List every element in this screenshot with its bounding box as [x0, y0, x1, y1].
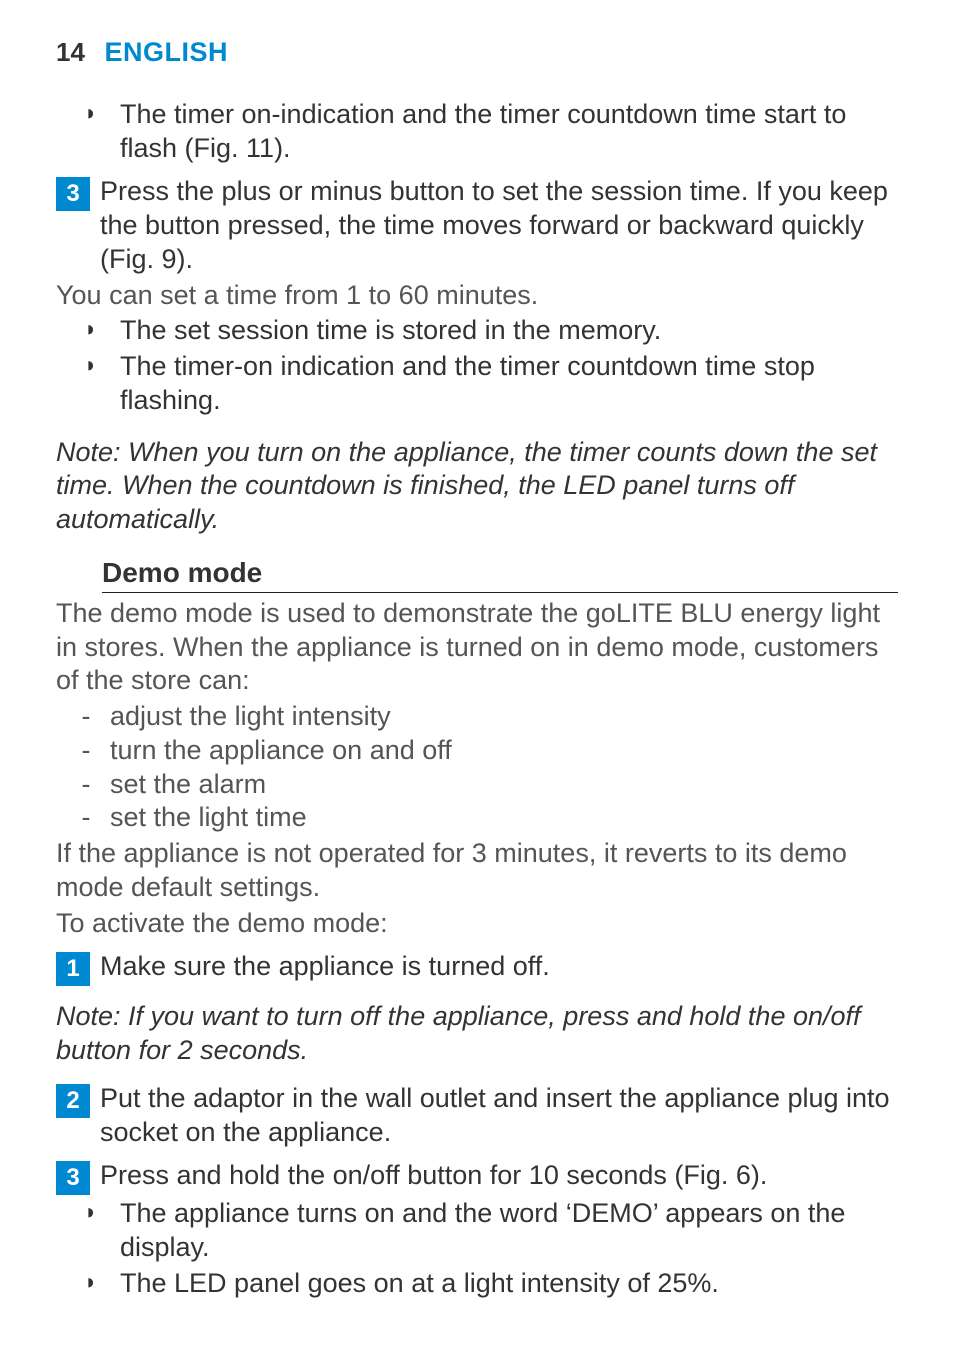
result-bullet: ◗ The set session time is stored in the …	[84, 314, 898, 348]
step-text: Make sure the appliance is turned off.	[100, 950, 898, 986]
triangle-icon: ◗	[84, 1267, 120, 1301]
list-item: - turn the appliance on and off	[62, 734, 898, 768]
step-3-top: 3 Press the plus or minus button to set …	[56, 175, 898, 276]
list-item: - adjust the light intensity	[62, 700, 898, 734]
list-item: - set the light time	[62, 801, 898, 835]
result-bullet: ◗ The LED panel goes on at a light inten…	[84, 1267, 898, 1301]
range-text: You can set a time from 1 to 60 minutes.	[56, 279, 898, 313]
triangle-icon: ◗	[84, 314, 120, 348]
demo-activate: To activate the demo mode:	[56, 907, 898, 941]
list-text: turn the appliance on and off	[110, 734, 898, 768]
demo-intro: The demo mode is used to demonstrate the…	[56, 597, 898, 698]
result-bullet: ◗ The appliance turns on and the word ‘D…	[84, 1197, 898, 1265]
step-badge: 3	[56, 177, 90, 211]
step-badge: 3	[56, 1161, 90, 1195]
step-text: Press the plus or minus button to set th…	[100, 175, 898, 276]
bullet-text: The LED panel goes on at a light intensi…	[120, 1267, 898, 1301]
step-badge: 1	[56, 952, 90, 986]
triangle-icon: ◗	[84, 350, 120, 418]
step-1: 1 Make sure the appliance is turned off.	[56, 950, 898, 986]
dash-icon: -	[62, 768, 110, 802]
page-header: 14 ENGLISH	[56, 36, 898, 70]
triangle-icon: ◗	[84, 98, 120, 166]
step-text: Put the adaptor in the wall outlet and i…	[100, 1082, 898, 1150]
dash-icon: -	[62, 801, 110, 835]
demo-mode-heading: Demo mode	[102, 555, 898, 593]
bullet-text: The set session time is stored in the me…	[120, 314, 898, 348]
list-text: set the alarm	[110, 768, 898, 802]
demo-revert: If the appliance is not operated for 3 m…	[56, 837, 898, 905]
step-3-bottom: 3 Press and hold the on/off button for 1…	[56, 1159, 898, 1195]
list-text: set the light time	[110, 801, 898, 835]
dash-icon: -	[62, 700, 110, 734]
step-text: Press and hold the on/off button for 10 …	[100, 1159, 898, 1195]
step-badge: 2	[56, 1084, 90, 1118]
list-text: adjust the light intensity	[110, 700, 898, 734]
note-text: Note: When you turn on the appliance, th…	[56, 436, 898, 537]
bullet-text: The timer-on indication and the timer co…	[120, 350, 898, 418]
bullet-text: The timer on-indication and the timer co…	[120, 98, 898, 166]
list-item: - set the alarm	[62, 768, 898, 802]
result-bullet: ◗ The timer-on indication and the timer …	[84, 350, 898, 418]
page-number: 14	[56, 37, 85, 67]
step-2: 2 Put the adaptor in the wall outlet and…	[56, 1082, 898, 1150]
bullet-text: The appliance turns on and the word ‘DEM…	[120, 1197, 898, 1265]
triangle-icon: ◗	[84, 1197, 120, 1265]
dash-icon: -	[62, 734, 110, 768]
note-text: Note: If you want to turn off the applia…	[56, 1000, 898, 1068]
result-bullet: ◗ The timer on-indication and the timer …	[84, 98, 898, 166]
language-label: ENGLISH	[104, 37, 228, 67]
